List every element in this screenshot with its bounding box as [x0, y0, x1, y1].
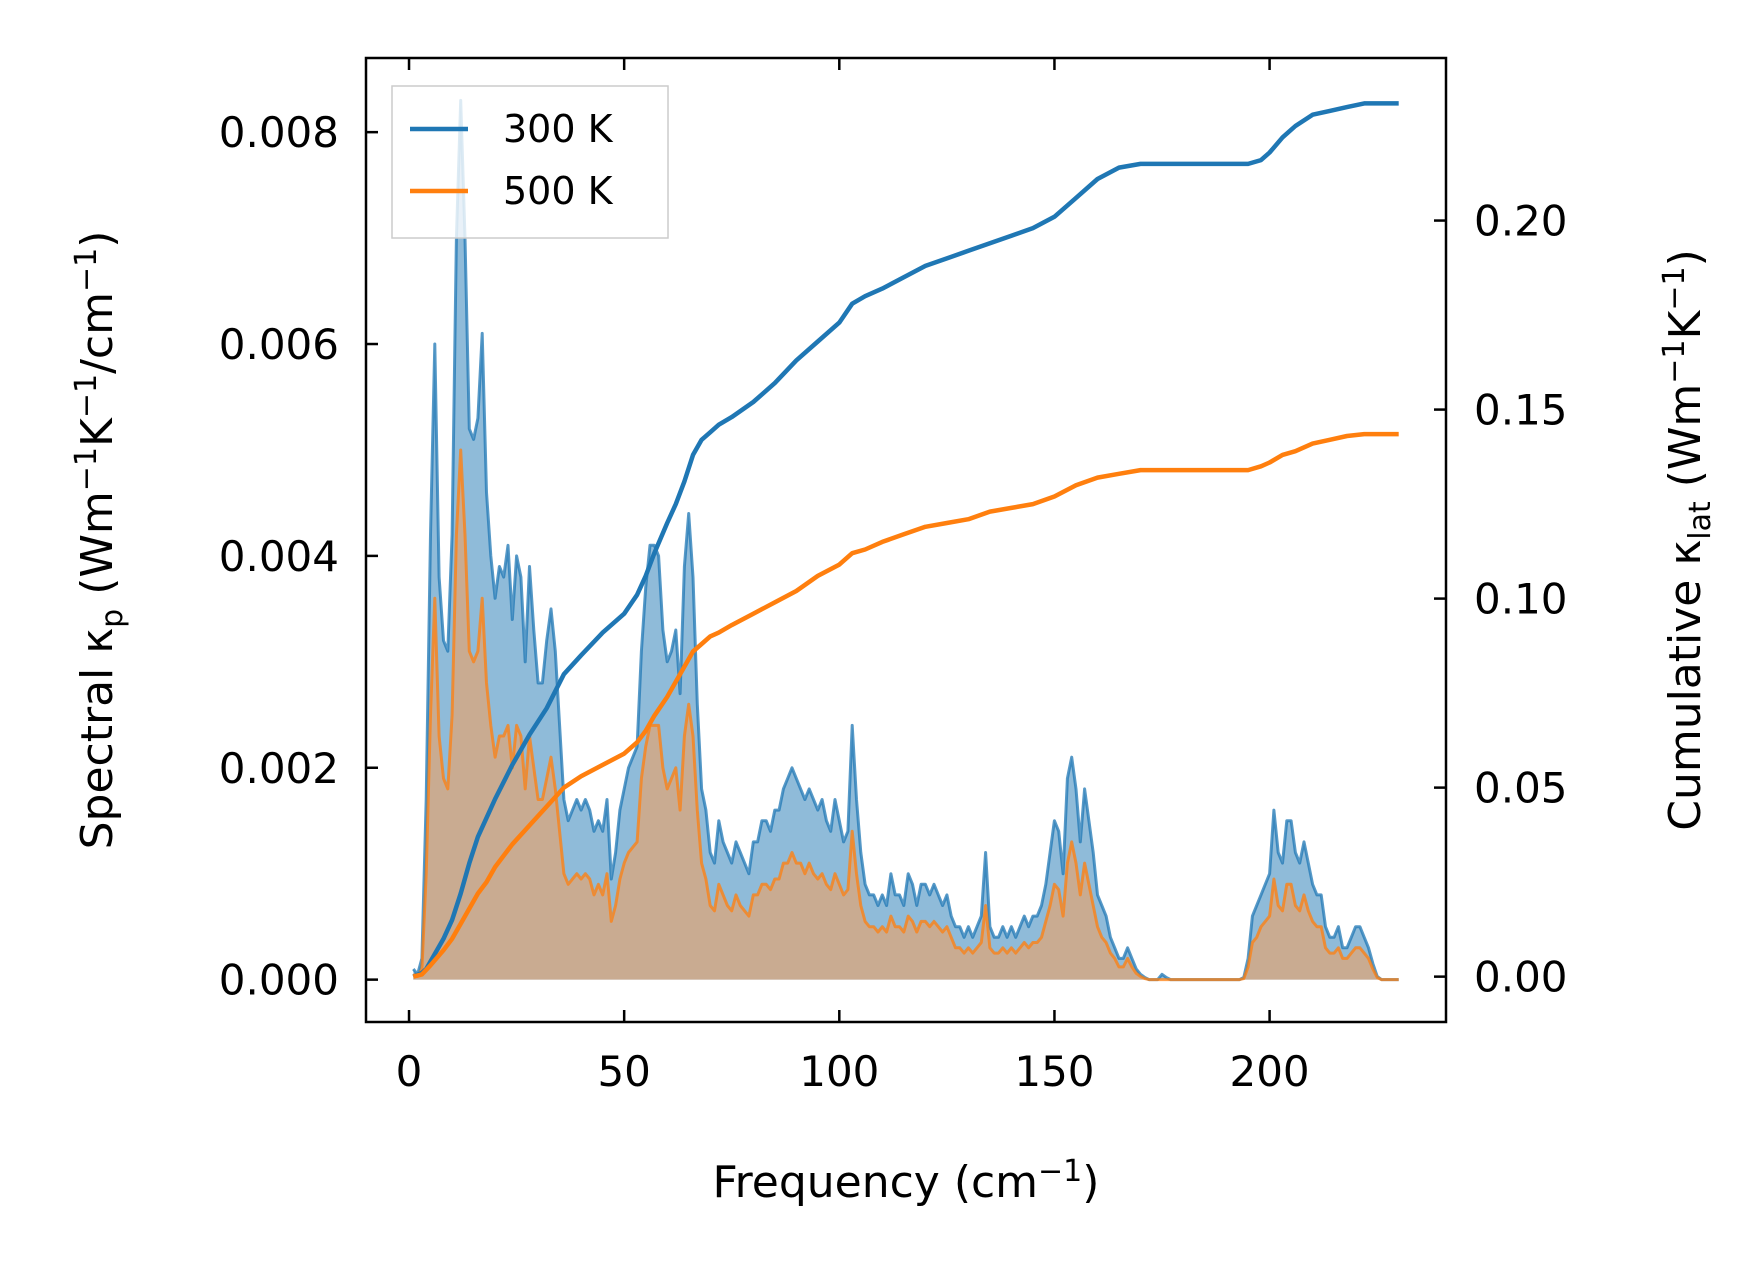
- y-left-tick-label: 0.004: [219, 532, 339, 581]
- spectral-area-500k: [413, 450, 1399, 980]
- x-tick-label: 150: [1014, 1047, 1094, 1096]
- cumulative-line-300k: [412, 101, 1399, 979]
- x-axis-title: Frequency (cm−1): [713, 1154, 1100, 1208]
- spectral-edge-500k: [412, 448, 1399, 982]
- x-tick-label: 0: [396, 1047, 423, 1096]
- series-layer: [412, 98, 1399, 982]
- x-tick-label: 200: [1229, 1047, 1309, 1096]
- ticks-layer: 0 50 100 150 200 0.000 0.002 0.004 0.006 0.008 0.0…: [219, 58, 1568, 1096]
- y-left-tick-label: 0.000: [219, 956, 339, 1005]
- y-right-tick-label: 0.00: [1474, 953, 1568, 1002]
- y-left-tick-label: 0.006: [219, 320, 339, 369]
- legend-label-500k: 500 K: [503, 169, 614, 213]
- legend: 300 K 500 K: [391, 85, 669, 239]
- y-right-tick-label: 0.05: [1474, 764, 1568, 813]
- y-right-tick-label: 0.10: [1474, 575, 1568, 624]
- cumulative-line-500k: [412, 431, 1399, 979]
- x-tick-label: 100: [799, 1047, 879, 1096]
- y-left-axis-title: Spectral κp (Wm−1K−1/cm−1): [69, 231, 130, 850]
- y-left-tick-label: 0.008: [219, 108, 339, 157]
- plot-frame: [364, 56, 1448, 1024]
- y-right-axis-title: Cumulative κlat (Wm−1K−1): [1657, 249, 1718, 831]
- y-left-tick-label: 0.002: [219, 744, 339, 793]
- legend-label-300k: 300 K: [503, 107, 614, 151]
- y-right-tick-label: 0.20: [1474, 197, 1568, 246]
- x-tick-label: 50: [597, 1047, 650, 1096]
- legend-box: [391, 85, 669, 239]
- y-right-tick-label: 0.15: [1474, 386, 1568, 435]
